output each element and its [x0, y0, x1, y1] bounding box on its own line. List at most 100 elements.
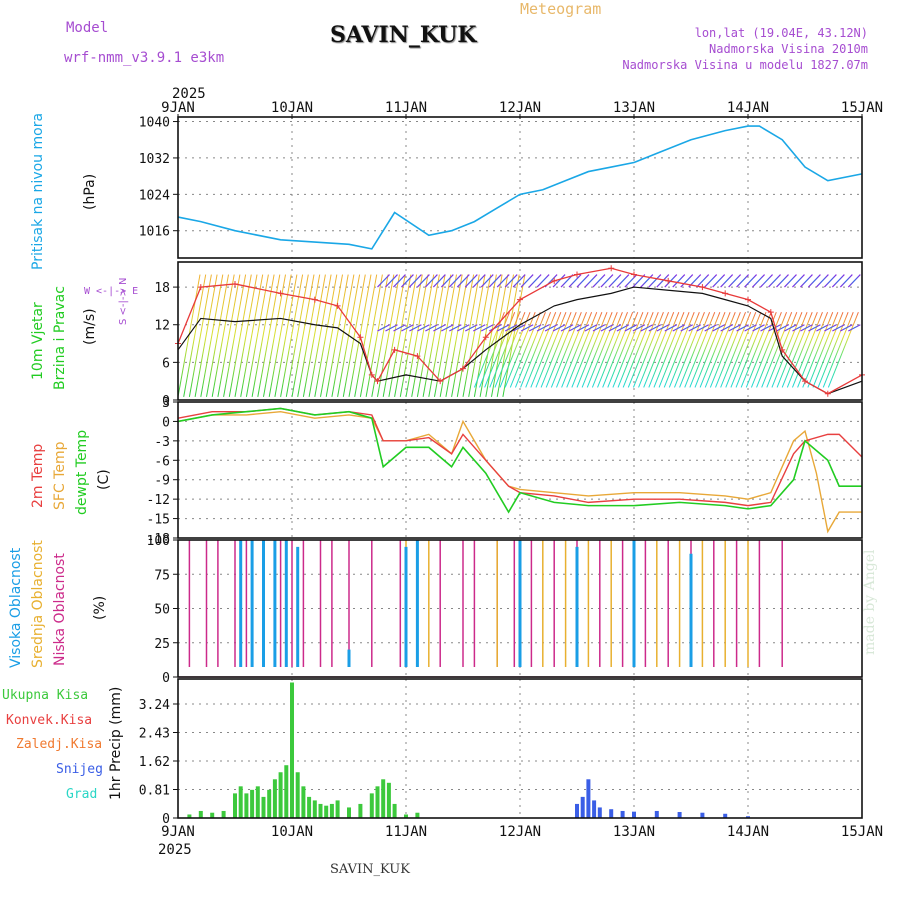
total-rain-bar: [221, 810, 226, 818]
wind-gust-marker: [745, 296, 751, 303]
wind-barb-c: [424, 274, 438, 288]
total-rain-bar: [244, 793, 249, 818]
wind-gust-marker: [391, 346, 398, 353]
wind-barb-d: [449, 324, 462, 332]
y-tick-label: 0.81: [139, 783, 170, 798]
y-tick-label: 12: [154, 319, 170, 334]
wind-barb-a: [359, 274, 383, 397]
total-rain-bar: [272, 779, 277, 818]
wind-barb-c: [672, 274, 686, 288]
legend-total-rain: Ukupna Kisa: [2, 688, 89, 703]
total-rain-bar: [404, 814, 408, 818]
wind-barb-b: [504, 311, 536, 388]
wind-barb-a: [251, 274, 275, 397]
wind-barb-a: [223, 274, 247, 397]
wind-barb-d: [584, 324, 598, 332]
wind-barb-c: [752, 274, 765, 288]
total-rain-bar: [415, 812, 420, 818]
wind-barb-b: [761, 311, 793, 388]
wind-barb-a: [342, 274, 366, 397]
wind-barb-b: [704, 311, 736, 388]
wind-barb-b: [632, 311, 664, 388]
wind-speed-line: [177, 286, 863, 395]
total-rain-bar: [255, 786, 260, 818]
wind-gust-marker: [722, 290, 729, 297]
total-rain-bar: [392, 803, 397, 818]
wind-barb-d: [504, 324, 518, 332]
wind-barb-b: [627, 311, 659, 388]
panel-frame-1: [177, 261, 863, 401]
meteogram-title: Meteogram: [520, 0, 602, 18]
top-year-label: 2025: [172, 86, 206, 102]
wind-barb-a: [320, 274, 343, 397]
total-rain-bar: [278, 772, 283, 818]
wind-barb-c: [680, 274, 694, 288]
wind-barb-d: [792, 324, 805, 332]
wind-barb-c: [528, 274, 542, 288]
total-rain-bar: [295, 772, 300, 818]
wind-barb-d: [377, 324, 390, 332]
wind-gust-marker: [437, 378, 444, 385]
wind-barb-c: [456, 274, 470, 288]
wind-barb-d: [520, 324, 534, 332]
wind-barb-d: [512, 324, 526, 332]
y-tick-label: 0: [162, 394, 170, 409]
wind-barb-c: [600, 274, 614, 288]
wind-barb-d: [616, 324, 630, 332]
y-tick-label: 1024: [139, 188, 170, 203]
wind-barb-c: [472, 274, 486, 288]
wind-barb-c: [385, 274, 398, 288]
wind-barb-c: [648, 274, 662, 288]
wind-barb-d: [568, 324, 582, 332]
y-tick-label: 3.24: [139, 698, 170, 713]
wind-barb-a: [439, 274, 463, 397]
wind-barb-d: [640, 324, 654, 332]
wind-barb-d: [457, 324, 470, 332]
wind-barb-d: [528, 324, 542, 332]
wind-barb-c: [776, 274, 789, 288]
wind-barb-b: [535, 311, 567, 388]
y-tick-label: -18: [147, 532, 170, 547]
wind-barb-d: [624, 324, 638, 332]
wind-barb-d: [480, 324, 494, 332]
station-title: SAVIN_KUK: [330, 22, 477, 48]
wind-barb-a: [354, 274, 378, 397]
wind-barb-a: [285, 274, 309, 397]
top-day-label: 12JAN: [499, 100, 541, 116]
total-rain-bar: [381, 779, 386, 818]
model-label: Model: [66, 20, 109, 36]
wind-barb-d: [409, 324, 422, 332]
wind-barb-b: [525, 311, 557, 388]
dewpt-line: [177, 407, 862, 514]
wind-barb-b: [479, 311, 510, 388]
wind-barb-b: [807, 311, 839, 388]
wind-barb-d: [600, 324, 614, 332]
wind-barb-c: [488, 274, 502, 288]
wind-barb-d: [536, 324, 550, 332]
top-day-label: 11JAN: [385, 100, 427, 116]
y-tick-label: 0: [162, 415, 170, 430]
wind-barb-b: [822, 311, 854, 388]
wind-barb-a: [280, 274, 304, 397]
wind-barb-b: [597, 311, 628, 388]
wind-barb-b: [776, 311, 808, 388]
wind-barb-c: [608, 274, 622, 288]
wind-barb-d: [800, 324, 813, 332]
wind-barb-a: [228, 274, 252, 397]
wind-gust-marker: [608, 265, 615, 272]
y-tick-label: 18: [154, 281, 170, 296]
wind-barb-c: [712, 274, 726, 288]
wind-barb-b: [781, 311, 813, 388]
wind-barb-d: [784, 324, 797, 332]
total-rain-bar: [375, 786, 380, 818]
wind-barb-a: [399, 274, 423, 397]
wind-barb-b: [540, 311, 572, 388]
wind-barb-b: [545, 311, 577, 388]
wind-barb-b: [556, 311, 587, 388]
wind-barb-a: [394, 274, 418, 397]
wind-gust-marker: [460, 365, 466, 372]
y-tick-label: 3: [162, 396, 170, 411]
wind-barb-c: [784, 274, 797, 288]
wind-barb-d: [401, 324, 414, 332]
altitude-info: Nadmorska Visina 2010m: [709, 42, 868, 56]
